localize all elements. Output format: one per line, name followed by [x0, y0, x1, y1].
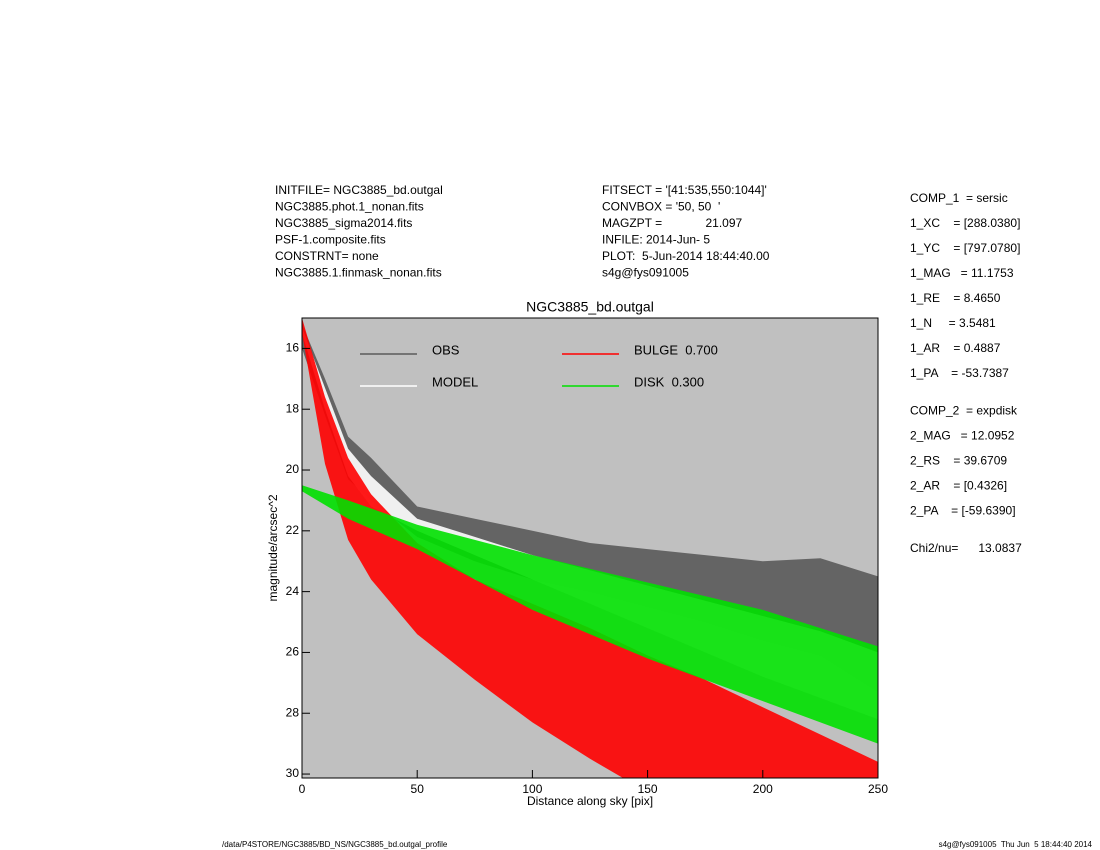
y-tick-label: 24 [286, 584, 300, 598]
component-param: 1_N = 3.5481 [910, 316, 996, 330]
y-tick-label: 20 [286, 462, 300, 476]
component-param: 2_PA = [-59.6390] [910, 504, 1016, 518]
component-param: 2_MAG = 12.0952 [910, 429, 1015, 443]
plot-area [302, 318, 878, 778]
x-tick-label: 0 [299, 782, 306, 796]
y-tick-label: 30 [286, 766, 300, 780]
component-param: 1_RE = 8.4650 [910, 291, 1001, 305]
y-tick-label: 16 [286, 341, 300, 355]
legend-label: MODEL [432, 374, 478, 389]
x-tick-label: 150 [638, 782, 658, 796]
data-band [302, 324, 878, 692]
component-param: Chi2/nu= 13.0837 [910, 541, 1022, 555]
footer-stamp: s4g@fys091005 Thu Jun 5 18:44:40 2014 [939, 840, 1093, 849]
x-tick-label: 100 [522, 782, 542, 796]
component-param: 1_YC = [797.0780] [910, 241, 1020, 255]
y-tick-label: 22 [286, 523, 300, 537]
header-middle-line: MAGZPT = 21.097 [602, 216, 742, 230]
y-axis-label: magnitude/arcsec^2 [266, 494, 280, 601]
header-left-line: PSF-1.composite.fits [275, 233, 386, 247]
header-left-line: CONSTRNT= none [275, 249, 379, 263]
x-tick-label: 250 [868, 782, 888, 796]
component-param: 2_AR = [0.4326] [910, 479, 1007, 493]
legend-label: DISK 0.300 [634, 374, 704, 389]
y-tick-label: 18 [286, 401, 300, 415]
legend-label: BULGE 0.700 [634, 342, 718, 357]
legend-label: OBS [432, 342, 460, 357]
header-middle-line: INFILE: 2014-Jun- 5 [602, 233, 710, 247]
plot-frame [301, 317, 879, 779]
header-middle-line: s4g@fys091005 [602, 266, 689, 280]
x-tick-label: 200 [753, 782, 773, 796]
component-param: COMP_2 = expdisk [910, 404, 1018, 418]
component-param: 1_AR = 0.4887 [910, 341, 1001, 355]
y-tick-label: 26 [286, 645, 300, 659]
x-axis-label: Distance along sky [pix] [527, 794, 653, 808]
footer-path: /data/P4STORE/NGC3885/BD_NS/NGC3885_bd.o… [222, 840, 448, 849]
header-left-line: INITFILE= NGC3885_bd.outgal [275, 183, 443, 197]
data-band [302, 485, 878, 744]
header-left-line: NGC3885_sigma2014.fits [275, 216, 412, 230]
x-tick-label: 50 [411, 782, 425, 796]
header-left-line: NGC3885.1.finmask_nonan.fits [275, 266, 442, 280]
header-middle-line: FITSECT = '[41:535,550:1044]' [602, 183, 767, 197]
y-tick-label: 28 [286, 705, 300, 719]
component-param: COMP_1 = sersic [910, 191, 1008, 205]
header-middle-line: CONVBOX = '50, 50 ' [602, 200, 720, 214]
chart-title: NGC3885_bd.outgal [526, 299, 654, 315]
component-param: 1_PA = -53.7387 [910, 366, 1009, 380]
header-left-line: NGC3885.phot.1_nonan.fits [275, 200, 424, 214]
component-param: 1_MAG = 11.1753 [910, 266, 1014, 280]
component-param: 2_RS = 39.6709 [910, 454, 1007, 468]
component-param: 1_XC = [288.0380] [910, 216, 1020, 230]
header-middle-line: PLOT: 5-Jun-2014 18:44:40.00 [602, 249, 770, 263]
